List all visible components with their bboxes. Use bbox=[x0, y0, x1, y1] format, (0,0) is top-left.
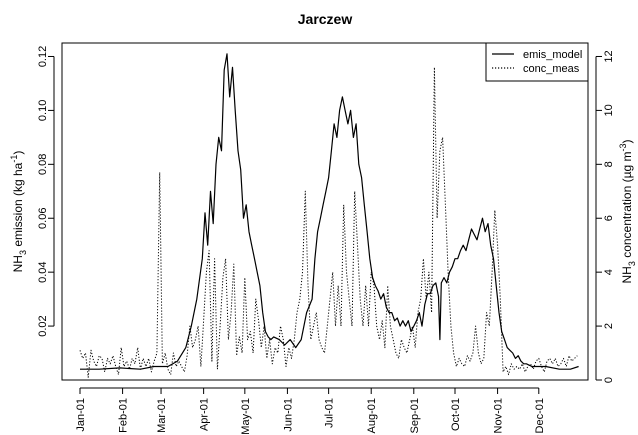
axis-label-part: -3 bbox=[618, 143, 628, 151]
series-layer bbox=[79, 53, 579, 378]
series-line-emis-model bbox=[80, 53, 579, 370]
y-left-tick-label: 0.08 bbox=[37, 154, 49, 175]
series-line-conc-meas bbox=[79, 66, 578, 378]
axis-label-part: ) bbox=[11, 151, 25, 155]
y-axis-right: 0 2 4 6 8 10 12 bbox=[595, 50, 615, 383]
x-tick-label: Oct-01 bbox=[450, 398, 462, 431]
axis-label-part: ) bbox=[620, 139, 634, 143]
x-tick-label: Sep-01 bbox=[409, 398, 421, 433]
x-tick-label: Nov-01 bbox=[493, 398, 505, 433]
y-left-tick-label: 0.06 bbox=[37, 208, 49, 229]
y-right-tick-label: 0 bbox=[603, 377, 615, 383]
y-right-tick-label: 10 bbox=[603, 104, 615, 116]
chart-title: Jarczew bbox=[298, 11, 353, 27]
axis-label-part: NH bbox=[11, 255, 25, 272]
x-tick-label: Jul-01 bbox=[324, 398, 336, 428]
x-tick-label: Apr-01 bbox=[199, 398, 211, 431]
axis-label-part: 3 bbox=[627, 261, 637, 266]
x-tick-label: Jan-01 bbox=[75, 398, 87, 432]
x-tick-label: Dec-01 bbox=[534, 398, 546, 433]
axis-label-part: NH bbox=[620, 266, 634, 283]
x-tick-label: Jun-01 bbox=[282, 398, 294, 432]
y-left-tick-label: 0.12 bbox=[37, 46, 49, 67]
legend-box bbox=[485, 42, 589, 82]
y-axis-right-label: NH3 concentration (µg m-3) bbox=[618, 139, 637, 283]
y-right-tick-label: 8 bbox=[603, 161, 615, 167]
plot-frame bbox=[61, 42, 589, 381]
y-right-tick-label: 12 bbox=[603, 50, 615, 62]
y-left-tick-label: 0.02 bbox=[37, 315, 49, 336]
x-axis: Jan-01 Feb-01 Mar-01 Apr-01 May-01 Jun-01 Jul-… bbox=[75, 387, 546, 435]
y-right-tick-label: 2 bbox=[603, 323, 615, 329]
x-tick-label: Feb-01 bbox=[118, 398, 130, 433]
y-axis-left-label: NH3 emission (kg ha-1) bbox=[9, 151, 28, 273]
x-tick-label: Aug-01 bbox=[366, 398, 378, 433]
y-right-tick-label: 6 bbox=[603, 215, 615, 221]
legend-label: conc_meas bbox=[523, 63, 580, 75]
y-axis-left: 0.02 0.04 0.06 0.08 0.10 0.12 bbox=[37, 46, 55, 337]
y-left-tick-label: 0.04 bbox=[37, 261, 49, 282]
axis-label-part: emission (kg ha bbox=[11, 162, 25, 250]
y-right-tick-label: 4 bbox=[603, 269, 615, 275]
x-tick-label: Mar-01 bbox=[156, 398, 168, 433]
axis-label-part: -1 bbox=[9, 155, 19, 163]
y-left-tick-label: 0.10 bbox=[37, 100, 49, 121]
axis-label-part: concentration (µg m bbox=[620, 152, 634, 262]
legend-label: emis_model bbox=[523, 49, 582, 61]
axis-label-part: 3 bbox=[18, 250, 28, 255]
legend: emis_model conc_meas bbox=[485, 42, 589, 82]
x-tick-label: May-01 bbox=[240, 398, 252, 435]
